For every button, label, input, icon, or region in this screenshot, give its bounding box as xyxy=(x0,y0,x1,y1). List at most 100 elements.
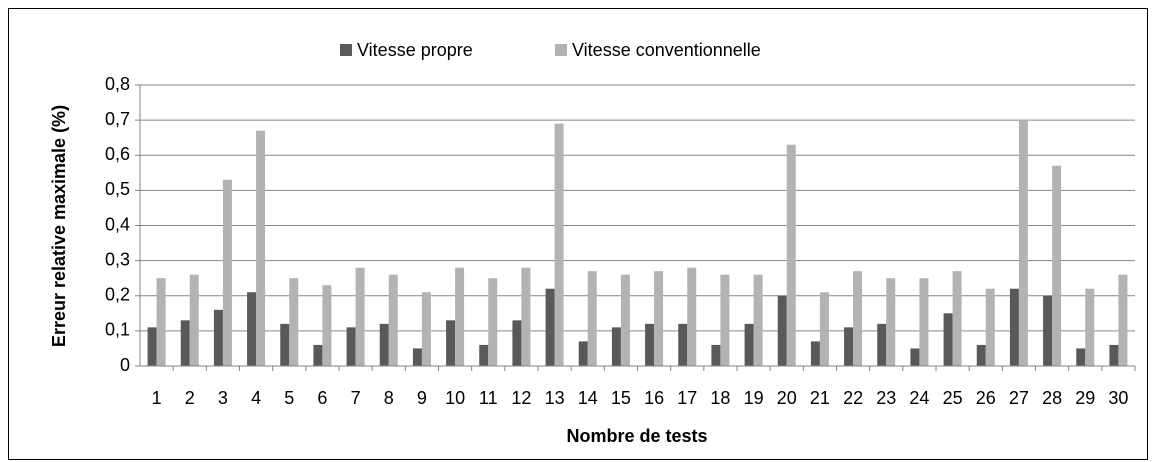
bar xyxy=(147,327,157,366)
y-tick-label: 0,4 xyxy=(105,214,130,234)
x-tick-label: 24 xyxy=(909,388,929,408)
bar xyxy=(1109,344,1119,366)
x-tick-label: 23 xyxy=(876,388,896,408)
bar xyxy=(620,274,630,366)
bar xyxy=(379,323,389,366)
bar xyxy=(910,348,920,366)
x-tick-label: 6 xyxy=(317,388,327,408)
x-tick-label: 20 xyxy=(777,388,797,408)
x-tick-label: 10 xyxy=(445,388,465,408)
bar xyxy=(753,274,763,366)
bar xyxy=(919,278,929,366)
x-tick-label: 9 xyxy=(417,388,427,408)
bar xyxy=(289,278,299,366)
bar xyxy=(189,274,199,366)
x-tick-label: 21 xyxy=(810,388,830,408)
bar xyxy=(346,327,356,366)
bar xyxy=(512,320,522,366)
y-tick-label: 0,1 xyxy=(105,320,130,340)
bar xyxy=(1018,120,1028,366)
bar xyxy=(488,278,498,366)
x-tick-label: 17 xyxy=(677,388,697,408)
bar xyxy=(711,344,721,366)
bar xyxy=(388,274,398,366)
legend-swatch xyxy=(555,44,567,56)
bar xyxy=(412,348,422,366)
x-tick-label: 11 xyxy=(479,388,498,408)
bar xyxy=(777,295,787,366)
bar xyxy=(952,271,962,366)
bar xyxy=(545,288,555,366)
chart-border xyxy=(8,8,1148,460)
x-tick-label: 26 xyxy=(976,388,996,408)
bar xyxy=(877,323,887,366)
bar xyxy=(213,309,223,366)
bar xyxy=(985,288,995,366)
x-tick-label: 1 xyxy=(152,388,162,408)
bar xyxy=(943,313,953,366)
x-tick-label: 14 xyxy=(578,388,598,408)
x-tick-label: 28 xyxy=(1042,388,1062,408)
x-axis-label: Nombre de tests xyxy=(566,426,707,446)
bar xyxy=(678,323,688,366)
bar xyxy=(222,179,232,366)
legend-label: Vitesse conventionnelle xyxy=(572,40,761,60)
bar xyxy=(786,144,796,366)
bar xyxy=(1118,274,1128,366)
bar xyxy=(654,271,664,366)
bar xyxy=(819,292,829,366)
bar xyxy=(1043,295,1053,366)
bar xyxy=(810,341,820,366)
y-tick-label: 0 xyxy=(120,355,130,375)
legend-label: Vitesse propre xyxy=(357,40,473,60)
bar xyxy=(280,323,290,366)
x-tick-label: 25 xyxy=(943,388,963,408)
bar xyxy=(554,123,564,366)
bar xyxy=(886,278,896,366)
bar xyxy=(976,344,986,366)
x-tick-label: 13 xyxy=(545,388,565,408)
bar xyxy=(687,267,697,366)
bar xyxy=(446,320,456,366)
bar xyxy=(313,344,323,366)
bar xyxy=(355,267,365,366)
bar xyxy=(247,292,257,366)
y-tick-label: 0,3 xyxy=(105,249,130,269)
x-tick-label: 19 xyxy=(744,388,764,408)
x-tick-label: 22 xyxy=(843,388,863,408)
y-tick-label: 0,2 xyxy=(105,285,130,305)
y-tick-label: 0,7 xyxy=(105,109,130,129)
bar xyxy=(521,267,531,366)
bar xyxy=(587,271,597,366)
bar xyxy=(578,341,588,366)
legend-swatch xyxy=(340,44,352,56)
x-tick-label: 3 xyxy=(218,388,228,408)
x-tick-label: 12 xyxy=(511,388,531,408)
bar xyxy=(1009,288,1019,366)
bar xyxy=(421,292,431,366)
x-tick-label: 27 xyxy=(1009,388,1029,408)
bar xyxy=(844,327,854,366)
bar xyxy=(1076,348,1086,366)
bar xyxy=(180,320,190,366)
x-tick-label: 29 xyxy=(1075,388,1095,408)
bar xyxy=(645,323,655,366)
x-tick-label: 7 xyxy=(351,388,361,408)
bar xyxy=(744,323,754,366)
y-tick-label: 0,5 xyxy=(105,179,130,199)
x-tick-label: 15 xyxy=(611,388,631,408)
x-tick-label: 18 xyxy=(710,388,730,408)
bar xyxy=(720,274,730,366)
x-tick-label: 30 xyxy=(1108,388,1128,408)
bar xyxy=(1052,165,1062,366)
bar xyxy=(455,267,465,366)
bar xyxy=(1085,288,1095,366)
bar xyxy=(853,271,863,366)
x-tick-label: 4 xyxy=(251,388,261,408)
bar xyxy=(156,278,166,366)
y-tick-label: 0,8 xyxy=(105,74,130,94)
bar xyxy=(479,344,489,366)
x-tick-label: 2 xyxy=(185,388,195,408)
y-tick-label: 0,6 xyxy=(105,144,130,164)
